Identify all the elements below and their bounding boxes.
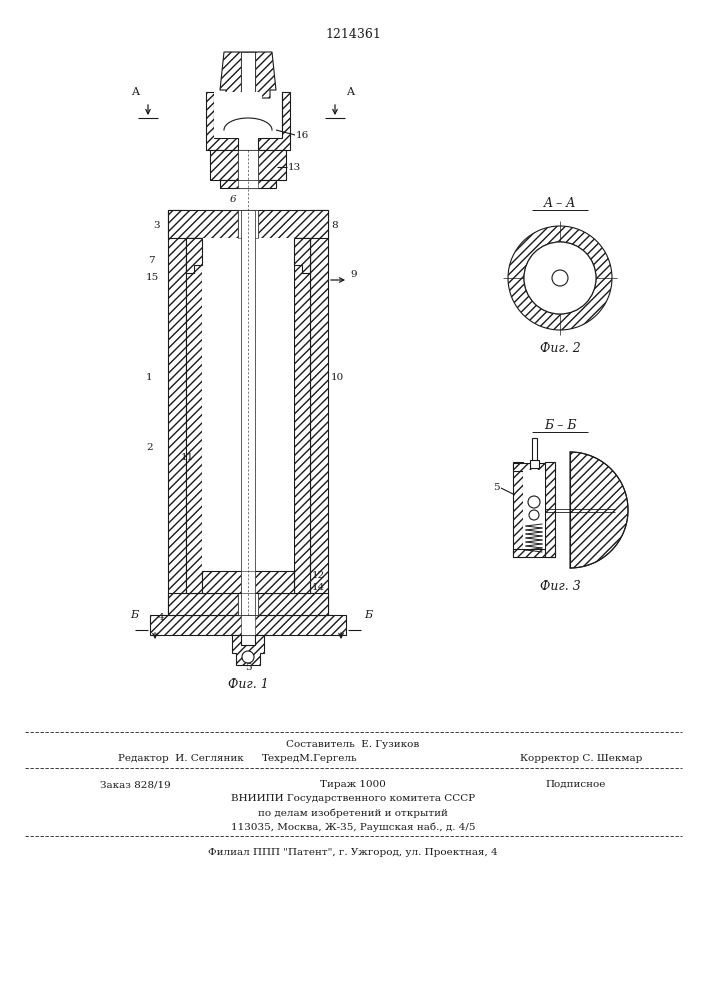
Text: 7: 7 — [148, 256, 155, 265]
Text: 9: 9 — [350, 270, 356, 279]
Bar — [202, 238, 294, 593]
Text: по делам изобретений и открытий: по делам изобретений и открытий — [258, 808, 448, 818]
Circle shape — [528, 496, 540, 508]
Text: Б – Б: Б – Б — [544, 419, 576, 432]
Polygon shape — [220, 52, 276, 98]
Polygon shape — [186, 238, 202, 273]
Text: 10: 10 — [331, 373, 344, 382]
Polygon shape — [294, 238, 310, 273]
Wedge shape — [508, 226, 612, 330]
Text: 5: 5 — [245, 663, 251, 672]
Bar — [238, 150, 258, 180]
Text: Филиал ППП "Патент", г. Ужгород, ул. Проектная, 4: Филиал ППП "Патент", г. Ужгород, ул. Про… — [208, 848, 498, 857]
Bar — [532, 438, 537, 463]
Bar — [168, 210, 186, 615]
Bar — [238, 210, 258, 238]
Text: Фиг. 2: Фиг. 2 — [539, 342, 580, 355]
Text: 5: 5 — [493, 483, 500, 492]
Bar — [238, 593, 258, 615]
Text: 1: 1 — [146, 373, 153, 382]
Bar — [530, 460, 539, 468]
Text: 15: 15 — [146, 273, 159, 282]
Bar — [220, 180, 276, 188]
Bar — [310, 210, 328, 615]
Bar — [241, 52, 255, 98]
Polygon shape — [258, 92, 290, 150]
Text: 12: 12 — [312, 571, 325, 580]
Text: Составитель  Е. Гузиков: Составитель Е. Гузиков — [286, 740, 420, 749]
Text: Б: Б — [364, 610, 372, 620]
Text: Корректор С. Шекмар: Корректор С. Шекмар — [520, 754, 643, 763]
Text: 1214361: 1214361 — [325, 28, 381, 41]
Polygon shape — [206, 92, 238, 150]
Text: Фиг. 3: Фиг. 3 — [539, 580, 580, 593]
Text: 4: 4 — [158, 613, 165, 622]
Text: 2: 2 — [146, 443, 153, 452]
Bar — [513, 549, 555, 557]
Bar — [241, 210, 255, 615]
Text: A: A — [131, 87, 139, 97]
Text: A: A — [346, 87, 354, 97]
Polygon shape — [232, 635, 264, 665]
Text: 6: 6 — [230, 195, 237, 204]
Text: 113035, Москва, Ж-35, Раушская наб., д. 4/5: 113035, Москва, Ж-35, Раушская наб., д. … — [230, 822, 475, 832]
Bar — [523, 470, 545, 549]
Text: ВНИИПИ Государственного комитета СССР: ВНИИПИ Государственного комитета СССР — [231, 794, 475, 803]
Bar — [241, 571, 255, 593]
Bar — [210, 150, 286, 180]
Text: Фиг. 1: Фиг. 1 — [228, 678, 269, 691]
Bar — [545, 462, 555, 557]
Text: Редактор  И. Сегляник: Редактор И. Сегляник — [118, 754, 244, 763]
Bar — [241, 615, 255, 635]
Text: Тираж 1000: Тираж 1000 — [320, 780, 386, 789]
Bar — [238, 180, 258, 188]
Text: 14: 14 — [312, 583, 325, 592]
Text: ТехредМ.Гергель: ТехредМ.Гергель — [262, 754, 358, 763]
Polygon shape — [570, 452, 628, 568]
Text: 8: 8 — [331, 221, 338, 230]
Bar — [214, 92, 262, 138]
Text: 11: 11 — [181, 453, 194, 462]
Text: 13: 13 — [288, 163, 301, 172]
Bar — [168, 593, 328, 615]
Text: 3: 3 — [153, 221, 160, 230]
Bar — [513, 463, 555, 471]
Bar — [202, 571, 294, 593]
Bar — [294, 238, 310, 593]
Circle shape — [529, 510, 539, 520]
Text: A – A: A – A — [544, 197, 576, 210]
Bar — [150, 615, 346, 635]
Circle shape — [242, 651, 254, 663]
Text: Заказ 828/19: Заказ 828/19 — [100, 780, 171, 789]
Bar — [513, 462, 523, 557]
Text: Подписное: Подписное — [545, 780, 605, 789]
Text: Б: Б — [130, 610, 138, 620]
Text: 16: 16 — [296, 131, 309, 140]
Bar — [168, 210, 328, 238]
Bar — [186, 238, 202, 593]
Circle shape — [524, 242, 596, 314]
